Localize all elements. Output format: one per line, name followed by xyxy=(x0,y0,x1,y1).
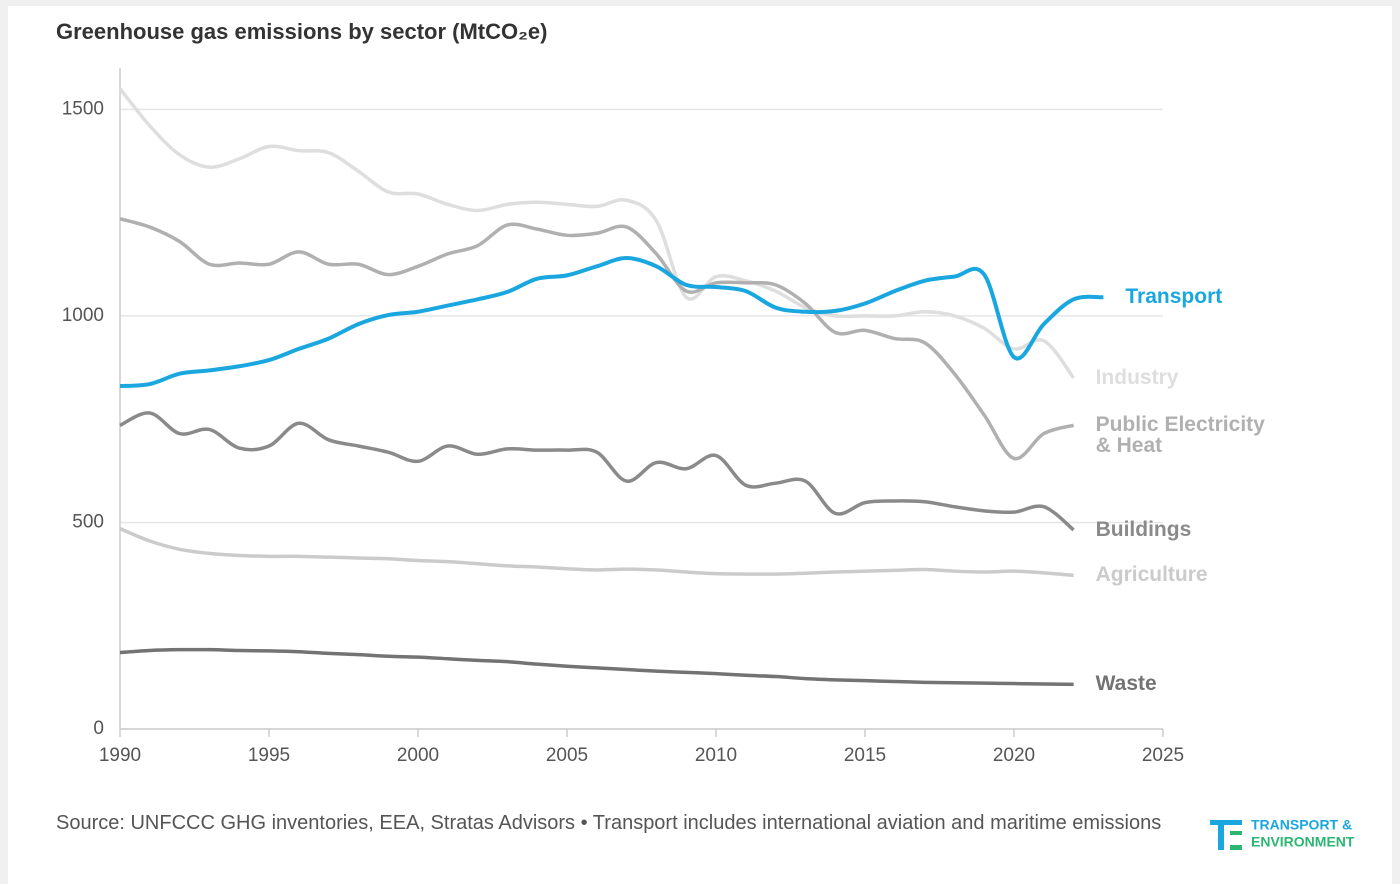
x-tick-label: 2020 xyxy=(993,745,1035,766)
x-tick-label: 1990 xyxy=(99,745,141,766)
source: Source: UNFCCC GHG inventories, EEA, Str… xyxy=(56,812,1162,834)
logo-icon xyxy=(1210,820,1242,850)
series-line xyxy=(119,256,1104,389)
x-tick-label: 2025 xyxy=(1142,745,1184,766)
series-label: Public Electricity & Heat xyxy=(1095,413,1265,458)
series-line xyxy=(119,411,1075,532)
page xyxy=(8,6,1392,884)
x-tick-label: 2005 xyxy=(546,745,588,766)
x-tick-label: 2010 xyxy=(695,745,737,766)
y-tick-label: 0 xyxy=(93,718,104,739)
series-label: Buildings xyxy=(1095,517,1192,541)
x-tick-label: 1995 xyxy=(248,745,290,766)
y-tick-label: 500 xyxy=(72,511,104,532)
series-line xyxy=(119,527,1074,578)
chart-title: Greenhouse gas emissions by sector (MtCO… xyxy=(56,19,547,44)
series-label: Transport xyxy=(1125,285,1223,309)
series-line xyxy=(118,87,1076,379)
series-line xyxy=(119,217,1075,461)
logo-text: TRANSPORT & xyxy=(1251,817,1352,833)
series-label: Industry xyxy=(1095,365,1179,389)
logo-text: ENVIRONMENT xyxy=(1251,834,1355,850)
x-tick-label: 2000 xyxy=(397,745,439,766)
y-tick-label: 1500 xyxy=(62,98,104,119)
series-label: Waste xyxy=(1095,672,1157,696)
series-line xyxy=(119,647,1074,687)
series-label: Agriculture xyxy=(1095,563,1208,587)
y-tick-label: 1000 xyxy=(62,305,104,326)
x-tick-label: 2015 xyxy=(844,745,886,766)
